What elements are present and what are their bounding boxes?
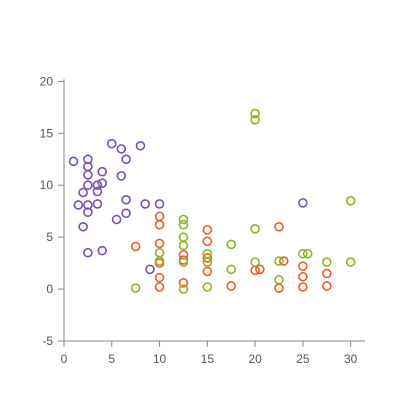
- data-point: [226, 281, 237, 291]
- data-point: [121, 208, 131, 219]
- data-point: [178, 214, 189, 225]
- data-point: [154, 282, 165, 292]
- data-point: [226, 239, 237, 250]
- y-tick-label: 20: [40, 74, 54, 88]
- data-point: [154, 219, 165, 230]
- data-point: [321, 281, 332, 291]
- data-point: [274, 274, 284, 285]
- x-tick-label: 0: [61, 352, 68, 366]
- data-point: [278, 256, 289, 266]
- data-point: [178, 240, 189, 251]
- data-point: [68, 156, 79, 167]
- data-point: [178, 284, 189, 294]
- data-point: [145, 264, 155, 275]
- data-point: [250, 108, 260, 119]
- data-point: [178, 232, 189, 242]
- x-tick-label: 25: [296, 352, 310, 366]
- data-point: [130, 241, 141, 252]
- data-point: [83, 180, 93, 191]
- data-point: [92, 199, 103, 209]
- data-point: [202, 236, 213, 247]
- data-point: [321, 268, 332, 279]
- x-tick-label: 10: [153, 352, 167, 366]
- data-point: [178, 219, 189, 230]
- data-point: [154, 247, 165, 258]
- data-point: [250, 115, 260, 125]
- data-point: [92, 186, 103, 197]
- data-point: [345, 257, 356, 267]
- data-point: [116, 144, 127, 154]
- data-points: [68, 108, 356, 294]
- data-point: [154, 256, 165, 266]
- data-point: [202, 257, 213, 267]
- data-point: [226, 264, 237, 275]
- data-point: [274, 283, 284, 293]
- y-tick-label: 15: [40, 126, 54, 140]
- data-point: [73, 200, 84, 210]
- data-point: [154, 211, 165, 222]
- data-point: [202, 266, 213, 277]
- data-point: [298, 248, 308, 259]
- y-tick-label: -5: [42, 334, 53, 348]
- data-point: [121, 154, 131, 165]
- tick-labels: -5 0 5 10 15 20 0 5 10 15 20 25 30: [40, 74, 358, 366]
- data-point: [202, 253, 213, 263]
- data-point: [154, 238, 165, 249]
- data-point: [298, 261, 308, 272]
- data-point: [97, 245, 108, 256]
- data-point: [130, 283, 141, 293]
- data-point: [121, 194, 131, 205]
- data-point: [250, 257, 260, 267]
- data-point: [116, 171, 127, 181]
- y-tick-label: 0: [46, 282, 53, 296]
- data-point: [178, 257, 189, 267]
- data-point: [135, 140, 146, 151]
- series-1: [130, 211, 332, 293]
- data-point: [78, 187, 88, 198]
- x-tick-label: 30: [344, 352, 358, 366]
- data-point: [154, 272, 165, 283]
- data-point: [83, 247, 93, 258]
- data-point: [83, 207, 93, 218]
- x-tick-label: 15: [201, 352, 215, 366]
- data-point: [92, 180, 103, 191]
- series-0: [68, 138, 308, 275]
- x-tick-label: 20: [248, 352, 262, 366]
- data-point: [298, 282, 308, 292]
- data-point: [178, 278, 189, 288]
- data-point: [97, 166, 108, 177]
- data-point: [83, 170, 93, 180]
- data-point: [111, 214, 122, 225]
- data-point: [321, 257, 332, 267]
- data-point: [78, 221, 88, 232]
- data-point: [97, 178, 108, 188]
- y-tick-label: 5: [46, 230, 53, 244]
- data-point: [154, 199, 165, 209]
- data-point: [274, 256, 284, 266]
- data-point: [274, 221, 284, 232]
- data-point: [298, 198, 308, 208]
- data-point: [140, 199, 151, 209]
- data-point: [250, 224, 260, 234]
- data-point: [106, 138, 117, 149]
- data-point: [298, 271, 308, 282]
- data-point: [302, 248, 313, 259]
- y-tick-label: 10: [40, 178, 54, 192]
- axes: [63, 79, 365, 342]
- data-point: [202, 225, 213, 235]
- series-2: [130, 108, 356, 294]
- data-point: [255, 264, 265, 275]
- x-tick-label: 5: [108, 352, 115, 366]
- data-point: [345, 196, 356, 206]
- data-point: [202, 282, 213, 292]
